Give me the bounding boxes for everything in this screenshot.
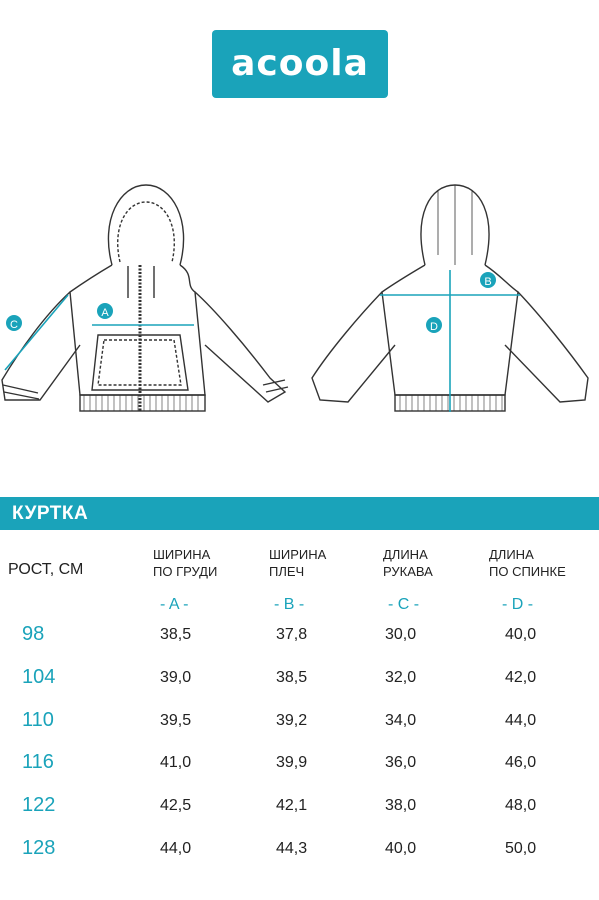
column-code-d: - D -: [502, 596, 534, 613]
logo-text: acoola: [231, 43, 369, 84]
table-cell: 39,9: [276, 754, 308, 771]
table-cell: 41,0: [160, 754, 192, 771]
column-header-a-line2: ПО ГРУДИ: [153, 564, 218, 579]
row-height-116: 116: [22, 751, 54, 773]
column-header-a: ШИРИНА ПО ГРУДИ: [153, 546, 217, 580]
table-cell: 40,0: [385, 840, 417, 857]
table-cell: 46,0: [505, 754, 537, 771]
column-header-d-line1: ДЛИНА: [489, 547, 534, 562]
table-cell: 30,0: [385, 626, 417, 643]
table-cell: 44,3: [276, 840, 308, 857]
table-title: КУРТКА: [12, 503, 89, 524]
column-code-c: - C -: [388, 596, 420, 613]
marker-c-label: C: [10, 319, 18, 331]
height-column-header: РОСТ, СМ: [8, 561, 84, 578]
row-height-98: 98: [22, 623, 45, 645]
row-height-104: 104: [22, 666, 56, 688]
marker-d-label: D: [430, 321, 438, 333]
column-header-c: ДЛИНА РУКАВА: [383, 546, 433, 580]
measure-c-line: [4, 294, 69, 371]
column-header-c-line1: ДЛИНА: [383, 547, 428, 562]
table-cell: 42,1: [276, 797, 308, 814]
table-cell: 36,0: [385, 754, 417, 771]
table-cell: 44,0: [505, 712, 537, 729]
column-header-d-line2: ПО СПИНКЕ: [489, 564, 566, 579]
table-cell: 32,0: [385, 669, 417, 686]
table-cell: 42,5: [160, 797, 192, 814]
table-cell: 38,0: [385, 797, 417, 814]
marker-b-label: B: [484, 276, 491, 288]
marker-b: [480, 272, 496, 288]
table-cell: 40,0: [505, 626, 537, 643]
marker-a-label: A: [101, 307, 109, 319]
table-cell: 48,0: [505, 797, 537, 814]
measure-lines: [4, 270, 520, 412]
jacket-front-drawing: [1, 184, 289, 412]
table-cell: 39,0: [160, 669, 192, 686]
row-height-128: 128: [22, 837, 56, 859]
table-cell: 42,0: [505, 669, 537, 686]
brand-logo: acoola: [212, 30, 388, 98]
table-cell: 34,0: [385, 712, 417, 729]
column-code-a: - A -: [160, 596, 189, 613]
jacket-diagram: A B C D: [1, 184, 589, 412]
column-header-b-line1: ШИРИНА: [269, 547, 327, 562]
table-cell: 50,0: [505, 840, 537, 857]
column-header-d: ДЛИНА ПО СПИНКЕ: [489, 546, 566, 580]
column-header-b: ШИРИНА ПЛЕЧ: [269, 546, 326, 580]
column-header-c-line2: РУКАВА: [383, 564, 433, 579]
marker-d: [426, 317, 442, 333]
measure-markers: A B C D: [6, 272, 496, 333]
column-code-b: - B -: [274, 596, 305, 613]
marker-a: [97, 303, 113, 319]
table-cell: 37,8: [276, 626, 308, 643]
table-title-banner: КУРТКА: [0, 497, 599, 530]
table-cell: 44,0: [160, 840, 192, 857]
table-cell: 38,5: [160, 626, 192, 643]
table-cell: 39,2: [276, 712, 308, 729]
table-cell: 39,5: [160, 712, 192, 729]
row-height-110: 110: [22, 709, 54, 731]
column-header-b-line2: ПЛЕЧ: [269, 564, 305, 579]
column-header-a-line1: ШИРИНА: [153, 547, 211, 562]
marker-c: [6, 315, 22, 331]
row-height-122: 122: [22, 794, 56, 816]
table-cell: 38,5: [276, 669, 308, 686]
